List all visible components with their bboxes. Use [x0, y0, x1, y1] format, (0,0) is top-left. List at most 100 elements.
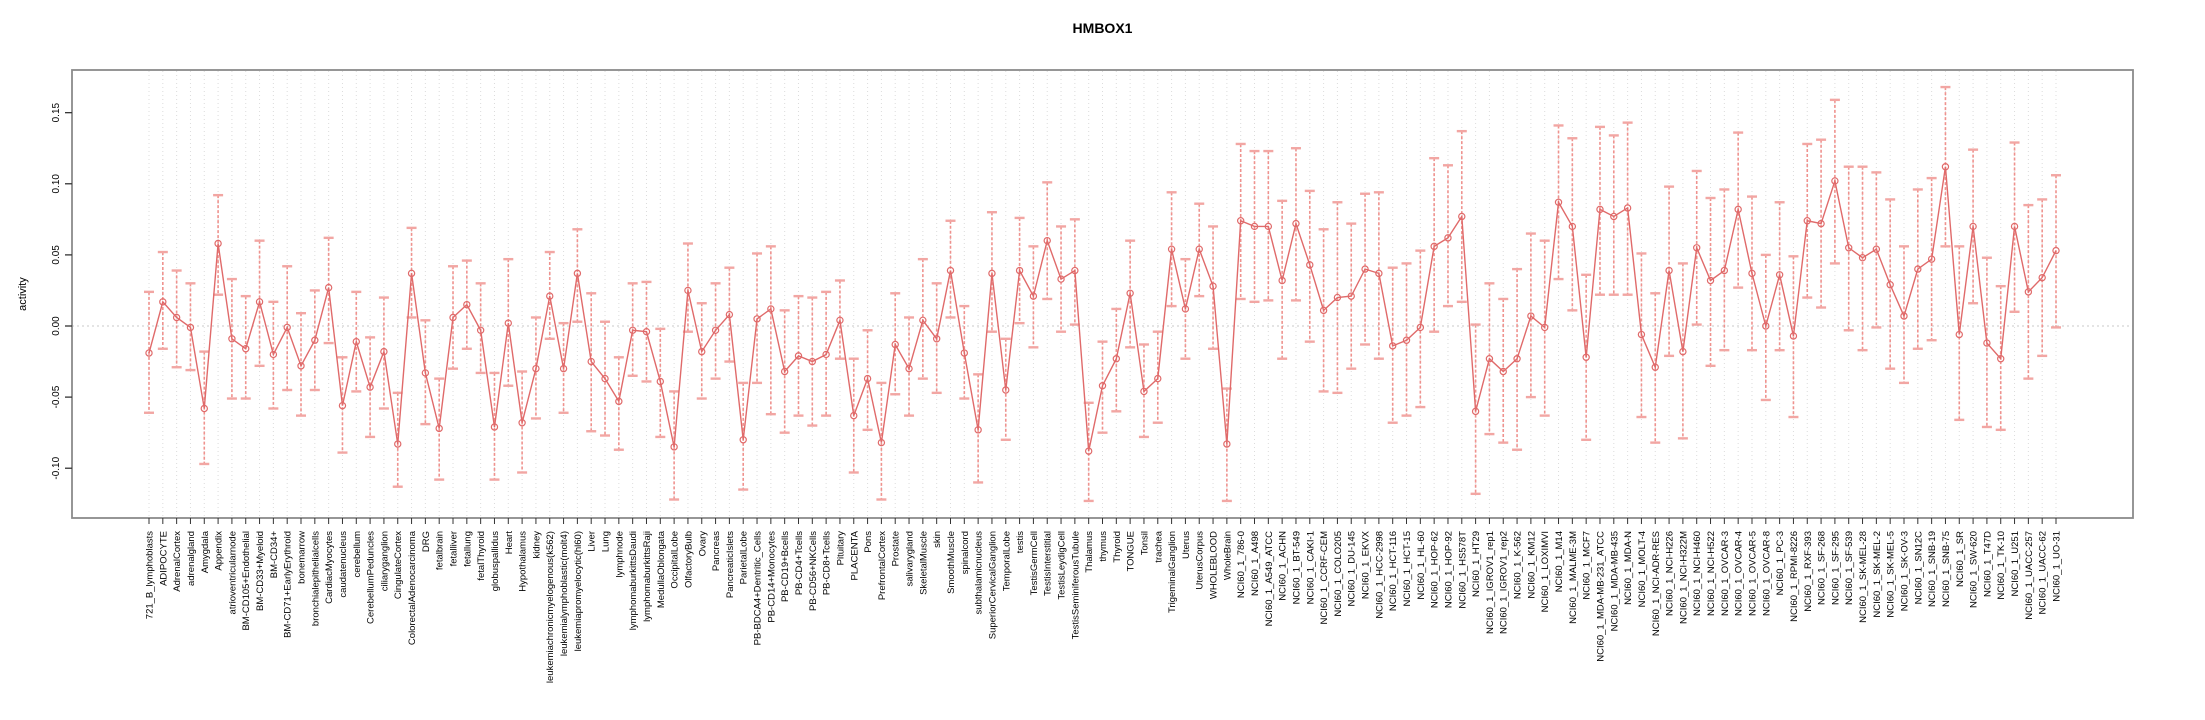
y-tick-label: 0.05 — [51, 245, 62, 265]
data-point — [656, 377, 664, 386]
data-point — [1333, 293, 1342, 302]
data-point — [380, 347, 388, 356]
x-tick-label: lymphomaburkittsRaji — [642, 531, 653, 622]
x-tick-label: TestisInterstitial — [1043, 531, 1054, 596]
data-point — [1458, 212, 1466, 221]
x-tick-label: fetallung — [462, 531, 473, 567]
data-point — [1140, 387, 1148, 396]
data-point — [684, 286, 692, 295]
x-tick-label: NCI60_1_HOP-92 — [1443, 531, 1454, 608]
data-point — [1582, 353, 1590, 361]
x-tick-label: OlfactoryBulb — [683, 531, 694, 588]
data-point — [725, 310, 734, 319]
x-tick-label: ciliaryganglion — [379, 531, 390, 591]
data-point — [850, 411, 858, 420]
x-tick-label: NCI60_1_HT29 — [1471, 531, 1482, 597]
data-point — [1388, 342, 1397, 350]
data-point — [1485, 355, 1494, 363]
data-point — [546, 292, 554, 300]
data-point — [269, 350, 278, 359]
x-tick-label: Lung — [601, 531, 612, 552]
x-tick-label: UterusCorpus — [1195, 531, 1206, 590]
data-point — [1278, 276, 1286, 285]
x-tick-label: Hypothalamus — [518, 531, 529, 592]
y-tick-label: 0.00 — [51, 316, 62, 336]
data-point — [1831, 177, 1839, 185]
data-point — [255, 298, 264, 306]
chart-title: HMBOX1 — [1072, 20, 1133, 36]
data-point — [1983, 339, 1991, 347]
data-point — [214, 239, 222, 248]
x-tick-label: NCI60_1_HS578T — [1457, 531, 1468, 609]
x-tick-label: NCI60_1_DU-145 — [1347, 531, 1358, 607]
x-tick-label: NCI60_1_MDA-MB-435 — [1609, 531, 1620, 631]
x-tick-label: NCI60_1_HCC-2998 — [1374, 531, 1385, 619]
data-point — [283, 323, 291, 332]
x-tick-label: NCI60_1_IGROV1_rep2 — [1499, 531, 1510, 634]
data-point — [435, 424, 443, 433]
x-tick-label: CingulateCortex — [393, 531, 404, 599]
x-tick-label: NCI60_1_LOXIMVI — [1540, 531, 1551, 612]
data-point — [628, 326, 637, 334]
x-tick-label: CerebellumPeduncles — [366, 531, 377, 624]
x-tick-label: 721_B_lymphoblasts — [145, 531, 156, 619]
data-point — [932, 335, 941, 343]
x-tick-label: NCI60_1_SF-539 — [1844, 531, 1855, 605]
x-tick-label: NCI60_1_SK-OV-3 — [1899, 531, 1910, 611]
x-tick-label: NCI60_1_T47D — [1982, 531, 1993, 597]
data-point — [1679, 347, 1687, 356]
x-tick-label: leukemiachronicmyelogenous(k562) — [545, 531, 556, 683]
x-tick-label: globuspallidus — [490, 531, 501, 591]
x-tick-label: Heart — [504, 531, 515, 555]
x-tick-label: Pancreas — [711, 531, 722, 571]
y-tick-label: -0.05 — [51, 385, 62, 408]
x-tick-label: NCI60_1_SNB-75 — [1941, 531, 1952, 607]
x-tick-label: PB-CD19+Bcells — [780, 531, 791, 602]
data-point — [1623, 204, 1632, 212]
data-point — [1706, 276, 1715, 285]
x-tick-label: NCI60_1_BT-549 — [1291, 531, 1302, 604]
x-tick-label: NCI60_1_OVCAR-5 — [1747, 531, 1758, 616]
data-point — [1043, 236, 1051, 245]
x-tick-label: adrenalgland — [186, 531, 197, 586]
x-tick-label: TemporalLobe — [1001, 531, 1012, 591]
data-point — [1720, 266, 1729, 275]
data-point — [1955, 330, 1963, 339]
data-point — [1693, 244, 1701, 252]
data-point — [186, 323, 195, 332]
x-tick-label: NCI60_1_SF-268 — [1817, 531, 1828, 605]
x-tick-label: NCI60_1_HCT-15 — [1402, 531, 1413, 607]
x-tick-label: NCI60_1_TK-10 — [1996, 531, 2007, 600]
x-tick-label: NCI60_1_SNB-19 — [1927, 531, 1938, 607]
x-tick-label: BM-CD34+ — [269, 531, 280, 579]
data-point — [311, 336, 319, 344]
x-tick-label: NCI60_1_UACC-257 — [2024, 531, 2035, 620]
x-tick-label: Uterus — [1181, 531, 1192, 559]
x-tick-label: CardiacMyocytes — [324, 531, 335, 604]
x-tick-label: caudatenucleus — [338, 531, 349, 598]
data-point — [1941, 163, 1950, 171]
x-tick-label: NCI60_1_NCI-H322M — [1678, 531, 1689, 624]
data-point — [1347, 292, 1355, 300]
data-point — [1969, 222, 1977, 231]
gridlines — [148, 71, 2057, 517]
data-point — [822, 350, 830, 359]
x-tick-label: NCI60_1_A549_ATCC — [1264, 531, 1275, 627]
data-point — [946, 266, 955, 275]
data-point — [1167, 245, 1176, 253]
x-tick-label: NCI60_1_COLO205 — [1333, 531, 1344, 617]
x-tick-label: NCI60_1_NCI-ADR-RES — [1651, 531, 1662, 636]
x-tick-label: NCI60_1_SF-295 — [1830, 531, 1841, 605]
x-tick-label: Appendix — [214, 531, 225, 571]
x-tick-label: NCI60_1_IGROV1_rep1 — [1485, 531, 1496, 634]
data-point — [670, 443, 678, 451]
data-point — [518, 419, 526, 427]
data-point — [601, 374, 609, 383]
y-axis: -0.10 -0.05 0.00 0.05 0.10 0.15 — [51, 102, 72, 480]
data-point — [1319, 306, 1328, 315]
data-point — [1845, 244, 1853, 252]
x-tick-label: Amygdala — [200, 530, 211, 573]
plot-frame — [71, 69, 2134, 519]
x-tick-label: NCI60_1_MDA-N — [1623, 531, 1634, 605]
x-tick-label: NCI60_1_MALME-3M — [1568, 531, 1579, 624]
